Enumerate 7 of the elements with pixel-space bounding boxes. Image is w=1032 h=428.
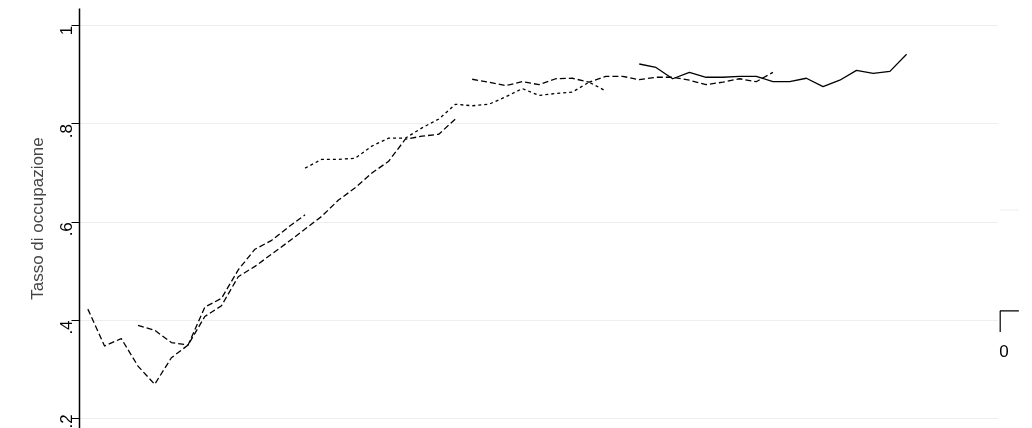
y-tick-label: .2 — [57, 414, 77, 428]
y-tick-label: .6 — [57, 222, 77, 237]
y-tick-label: .4 — [57, 320, 77, 335]
y-tick-label: 1 — [57, 25, 77, 36]
y-axis-title: Tasso di occupazione — [27, 137, 47, 300]
text: 0 — [999, 341, 1009, 361]
y-tick-label: .8 — [57, 123, 77, 139]
